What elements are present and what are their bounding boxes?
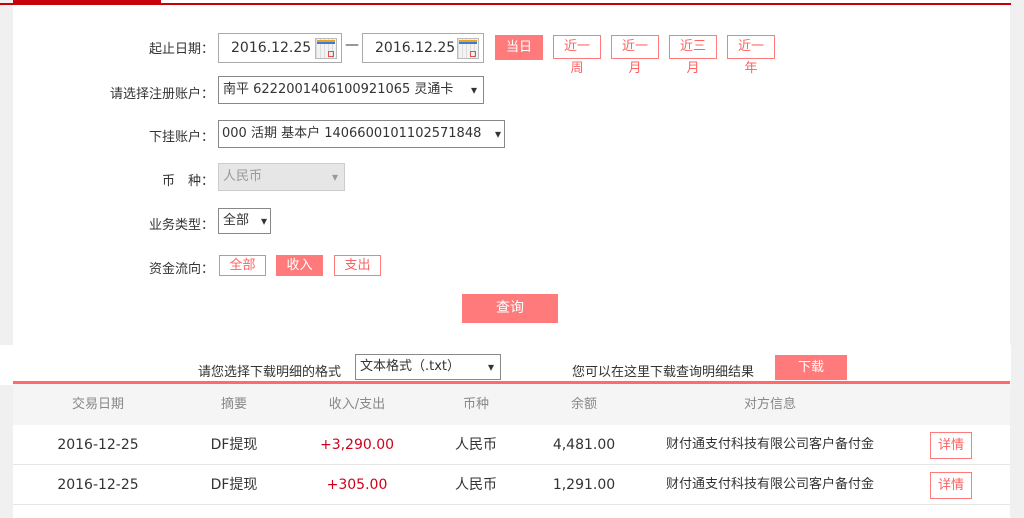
- chevron-down-icon: ▾: [260, 214, 267, 228]
- header-date: 交易日期: [71, 397, 125, 412]
- header-currency: 币种: [462, 397, 490, 412]
- flow-income-button[interactable]: 收入: [276, 255, 323, 276]
- account-select[interactable]: 南平 6222001406100921065 灵通卡 ▾: [218, 76, 484, 104]
- download-format-value: 文本格式（.txt）: [360, 359, 461, 374]
- type-value: 全部: [223, 213, 250, 228]
- query-button[interactable]: 查询: [462, 294, 558, 323]
- currency-value: 人民币: [223, 169, 263, 184]
- range-month-button[interactable]: 近一月: [611, 35, 659, 76]
- row-currency: 人民币: [455, 437, 497, 453]
- header-balance: 余额: [570, 397, 598, 412]
- row-counterparty: 财付通支付科技有限公司客户备付金: [665, 437, 875, 452]
- flow-expense-button[interactable]: 支出: [334, 255, 381, 276]
- header-amount: 收入/支出: [328, 397, 386, 412]
- date-separator: —: [345, 37, 359, 53]
- flow-all-button[interactable]: 全部: [219, 255, 266, 276]
- account-value: 南平 6222001406100921065 灵通卡: [223, 82, 454, 97]
- start-date-value: 2016.12.25: [231, 40, 312, 56]
- type-select[interactable]: 全部 ▾: [218, 208, 271, 234]
- row-date: 2016-12-25: [57, 437, 139, 453]
- active-tab-indicator: [13, 0, 161, 5]
- row-summary: DF提现: [210, 477, 258, 493]
- main-panel: [13, 0, 1010, 518]
- range-week-button[interactable]: 近一周: [553, 35, 601, 76]
- flow-label: 资金流向：: [148, 262, 214, 277]
- sub-account-label: 下挂账户：: [148, 130, 214, 145]
- calendar-icon[interactable]: [315, 38, 337, 59]
- row-counterparty: 财付通支付科技有限公司客户备付金: [665, 477, 875, 492]
- account-label: 请选择注册账户：: [109, 87, 214, 102]
- row-amount: +3,290.00: [319, 437, 395, 453]
- table-row: 2016-12-25 DF提现 +305.00 人民币 1,291.00 财付通…: [13, 465, 1010, 505]
- header-summary: 摘要: [220, 397, 248, 412]
- chevron-down-icon: ▾: [331, 170, 338, 184]
- chevron-down-icon: ▾: [470, 83, 477, 97]
- detail-button[interactable]: 详情: [930, 472, 972, 499]
- chevron-down-icon: ▾: [494, 127, 501, 141]
- chevron-down-icon: ▾: [487, 360, 494, 374]
- table-row: 2016-12-25 DF提现 +3,290.00 人民币 4,481.00 财…: [13, 425, 1010, 465]
- sub-account-select[interactable]: 000 活期 基本户 1406600101102571848 ▾: [218, 120, 505, 148]
- row-currency: 人民币: [455, 477, 497, 493]
- top-border: [0, 3, 1011, 5]
- row-amount: +305.00: [326, 477, 388, 493]
- download-format-label: 请您选择下载明细的格式: [198, 365, 342, 380]
- sub-account-value: 000 活期 基本户 1406600101102571848: [222, 126, 482, 141]
- range-year-button[interactable]: 近一年: [727, 35, 775, 76]
- row-balance: 1,291.00: [552, 477, 616, 493]
- end-date-input[interactable]: 2016.12.25: [362, 33, 484, 63]
- header-counterparty: 对方信息: [743, 397, 797, 412]
- row-summary: DF提现: [210, 437, 258, 453]
- range-3months-button[interactable]: 近三月: [669, 35, 717, 76]
- detail-button[interactable]: 详情: [930, 432, 972, 459]
- table-header: 交易日期 摘要 收入/支出 币种 余额 对方信息: [13, 384, 1010, 425]
- currency-label: 币 种：: [161, 174, 214, 189]
- date-label: 起止日期：: [148, 42, 214, 57]
- download-format-select[interactable]: 文本格式（.txt） ▾: [355, 354, 501, 380]
- table-top-border: [13, 381, 1010, 384]
- download-button[interactable]: 下载: [775, 355, 847, 380]
- type-label: 业务类型：: [148, 218, 214, 233]
- end-date-value: 2016.12.25: [375, 40, 456, 56]
- row-date: 2016-12-25: [57, 477, 139, 493]
- download-hint: 您可以在这里下载查询明细结果: [572, 365, 755, 380]
- download-bar: [0, 345, 1011, 385]
- range-today-button[interactable]: 当日: [495, 35, 543, 60]
- start-date-input[interactable]: 2016.12.25: [218, 33, 342, 63]
- currency-select: 人民币 ▾: [218, 163, 345, 191]
- row-balance: 4,481.00: [552, 437, 616, 453]
- calendar-icon[interactable]: [457, 38, 479, 59]
